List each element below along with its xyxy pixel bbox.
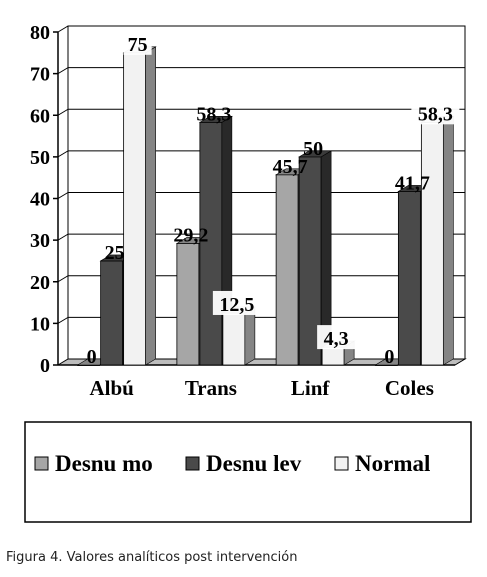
data-label-bg xyxy=(317,325,356,350)
gridline-diagonal xyxy=(57,150,69,158)
figure-caption: Figura 4. Valores analíticos post interv… xyxy=(6,550,298,565)
data-label: 0 xyxy=(384,346,394,368)
legend-box xyxy=(24,421,472,523)
data-label: 41,7 xyxy=(395,172,430,194)
gridline-diagonal xyxy=(57,233,69,241)
data-label: 75 xyxy=(128,34,148,56)
y-tick-label: 10 xyxy=(30,313,50,335)
data-label-bg xyxy=(212,290,261,315)
bar xyxy=(123,52,147,366)
gridline-diagonal xyxy=(57,108,69,116)
bar-side xyxy=(145,46,156,366)
x-tick-label: Trans xyxy=(185,376,237,400)
bar xyxy=(100,260,124,366)
bar xyxy=(275,174,299,366)
data-label-bg xyxy=(123,30,152,55)
bar-side xyxy=(443,115,454,366)
y-tick-label: 40 xyxy=(30,189,50,211)
data-label: 4,3 xyxy=(324,328,349,350)
y-tick-label: 60 xyxy=(30,105,50,127)
y-tick-label: 50 xyxy=(30,147,50,169)
gridline-diagonal xyxy=(57,275,69,283)
data-label: 58,3 xyxy=(418,103,453,125)
data-label: 12,5 xyxy=(219,294,254,316)
data-label: 50 xyxy=(303,138,323,160)
x-tick-label: Albú xyxy=(89,376,134,400)
y-tick-label: 70 xyxy=(30,64,50,86)
y-tick-label: 0 xyxy=(40,355,50,377)
gridline-diagonal xyxy=(57,25,69,33)
y-tick-label: 30 xyxy=(30,230,50,252)
y-tick-label: 20 xyxy=(30,272,50,294)
legend-swatch xyxy=(334,456,349,471)
bar xyxy=(397,191,421,366)
data-label: 45,7 xyxy=(273,156,308,178)
data-label: 0 xyxy=(87,346,97,368)
legend-label: Normal xyxy=(355,451,430,476)
data-label-bg xyxy=(411,100,460,125)
data-label: 29,2 xyxy=(173,224,208,246)
x-tick-label: Coles xyxy=(385,376,434,400)
legend-label: Desnu lev xyxy=(206,451,302,476)
data-label: 58,3 xyxy=(196,103,231,125)
gridline-diagonal xyxy=(57,192,69,199)
gridline-diagonal xyxy=(57,316,69,324)
bar xyxy=(222,312,246,366)
y-tick-label: 80 xyxy=(30,22,50,44)
legend-label: Desnu mo xyxy=(55,451,153,476)
bar xyxy=(420,121,444,366)
bar-top xyxy=(298,150,333,158)
legend-swatch xyxy=(34,456,49,471)
data-label: 25 xyxy=(105,242,125,264)
gridline-diagonal xyxy=(57,67,69,75)
bar xyxy=(176,243,200,366)
bar-top xyxy=(198,116,233,123)
legend-swatch xyxy=(185,456,200,471)
x-tick-label: Linf xyxy=(291,376,331,400)
